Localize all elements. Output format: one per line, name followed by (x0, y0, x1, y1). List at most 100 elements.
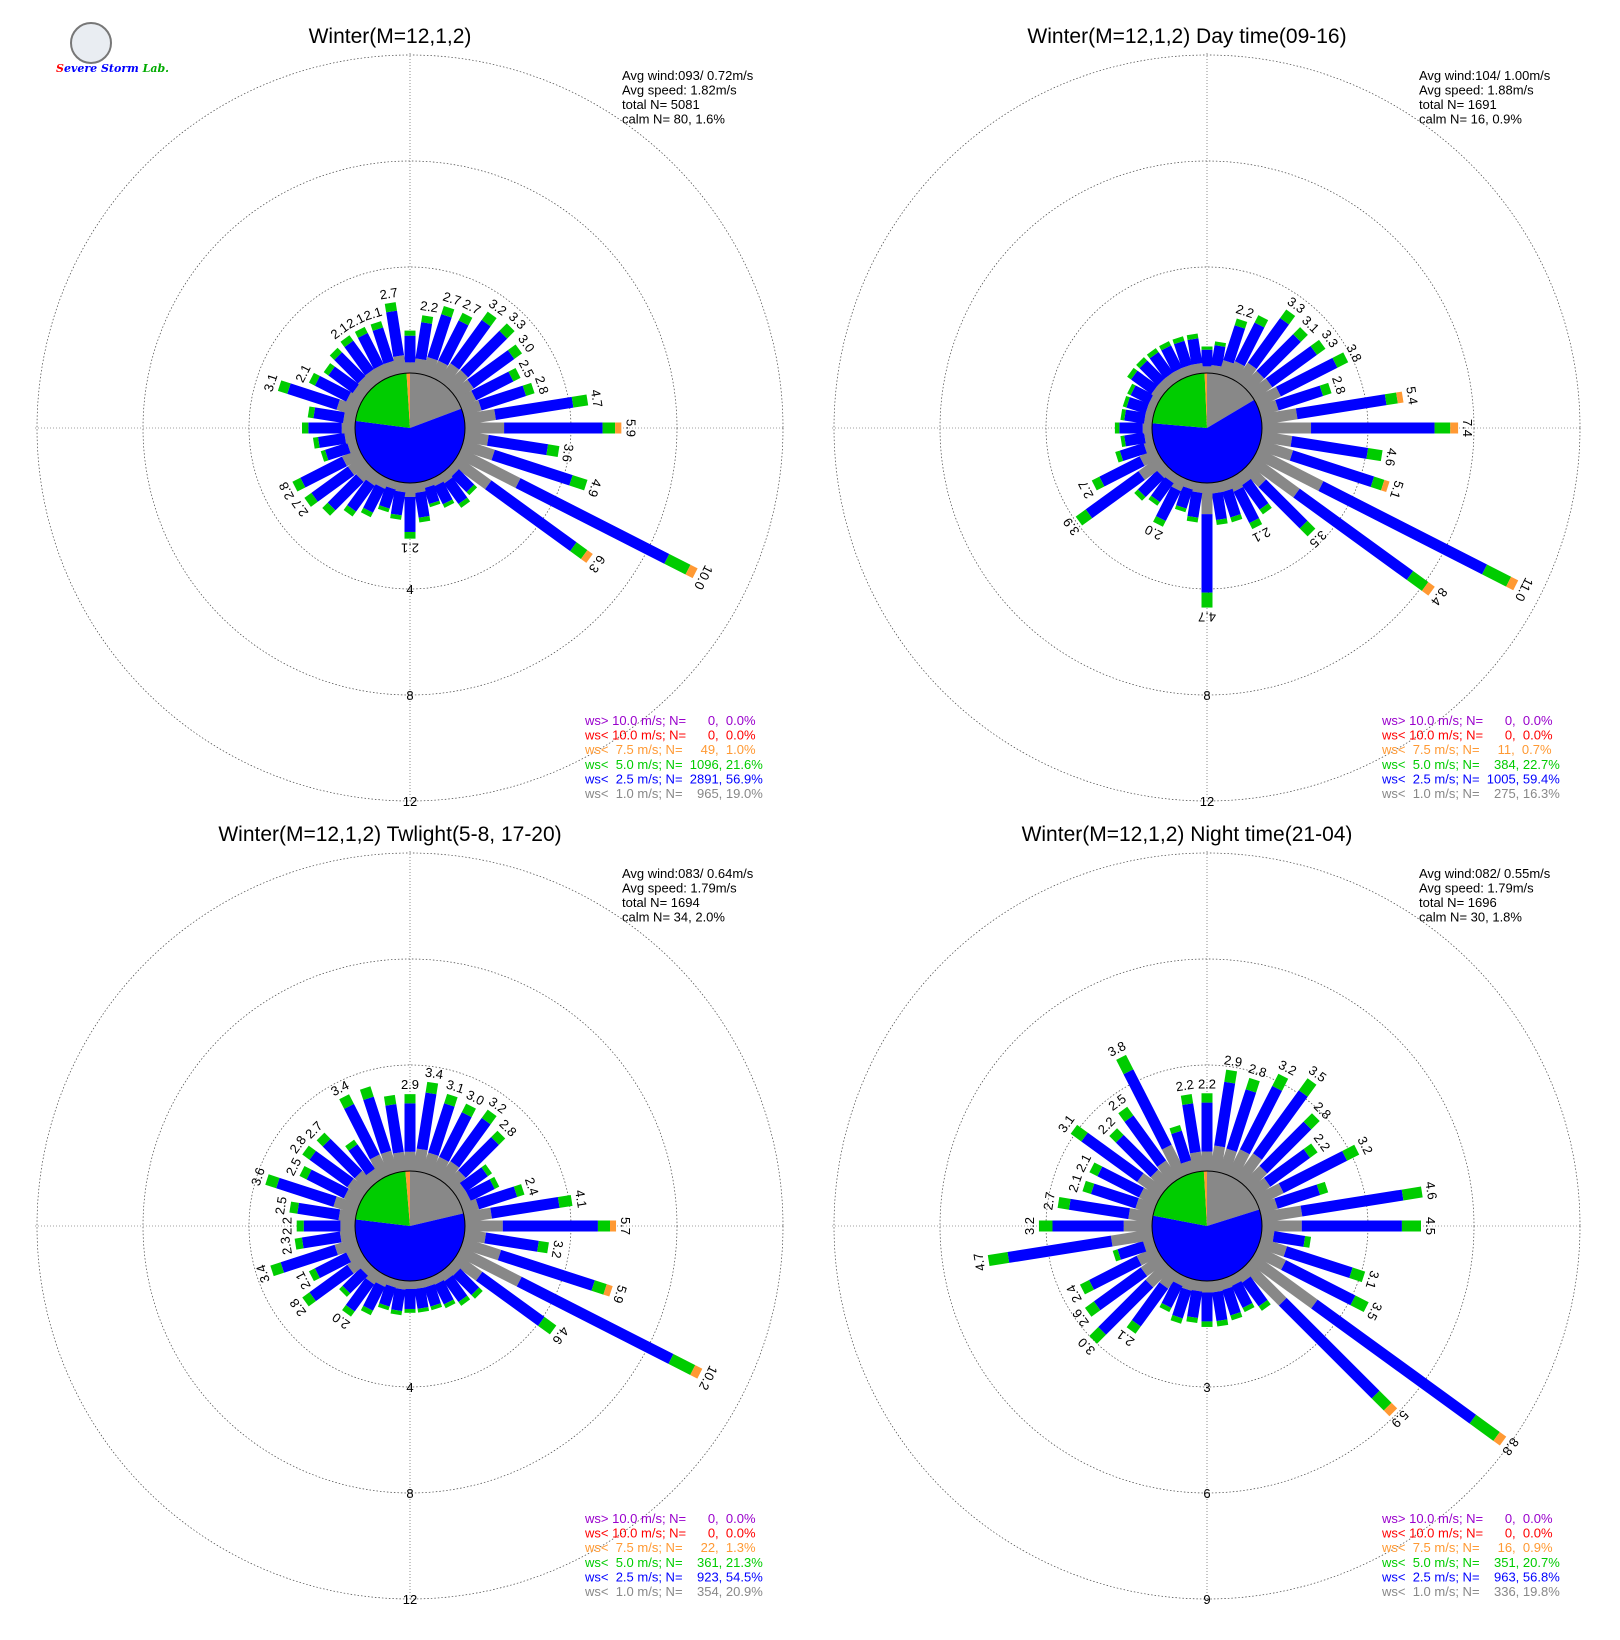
bar-segment (1234, 318, 1248, 329)
bar-segment (343, 505, 357, 517)
bar-label: 2.2 (1175, 1077, 1195, 1095)
wind-rose-panel-2: Winter(M=12,1,2) Day time(09-16)48122.23… (832, 25, 1582, 809)
ring-label: 12 (403, 1592, 417, 1607)
range-ring (939, 160, 1475, 696)
bar-segment (345, 1139, 358, 1151)
stats-line: Avg speed: 1.82m/s (622, 83, 737, 98)
bar-segment (502, 1220, 598, 1232)
bar-segment (346, 391, 364, 408)
legend-entry: ws< 2.5 m/s; N= 2891, 56.9% (584, 771, 763, 786)
bar-segment (360, 1305, 373, 1316)
bar-segment (1214, 341, 1227, 347)
direction-bar: 3.2 (1253, 1134, 1376, 1206)
bar-segment (458, 497, 471, 508)
bar-segment (302, 422, 309, 434)
ring-label: 12 (403, 794, 417, 809)
bar-segment (355, 463, 375, 483)
bar-segment (1248, 378, 1273, 401)
direction-bar: 2.7 (289, 455, 369, 520)
bar-label: 3.2 (1022, 1217, 1037, 1235)
bar-segment (322, 1138, 363, 1179)
legend-entry: ws< 7.5 m/s; N= 16, 0.9% (1381, 1540, 1553, 1555)
bar-segment (280, 1244, 338, 1273)
bar-segment (1241, 1276, 1268, 1307)
calm-pie-slice (1204, 373, 1207, 428)
bar-segment (390, 490, 406, 516)
bar-label: 2.1 (292, 362, 314, 385)
direction-bar: 2.7 (302, 1118, 375, 1191)
bar-segment (1186, 516, 1199, 523)
bar-segment (1170, 1315, 1183, 1324)
bar-segment (347, 1253, 369, 1274)
ring-label: 8 (406, 688, 413, 703)
bar-segment (481, 1109, 497, 1125)
bar-segment (342, 1268, 368, 1294)
direction-bar: 2.1 (1065, 1172, 1157, 1215)
calm-pie-slice (406, 373, 410, 428)
legend-entry: ws< 10.0 m/s; N= 0, 0.0% (1381, 1526, 1553, 1541)
bar-label: 2.7 (460, 296, 483, 318)
direction-bar: 2.2 (1198, 1076, 1216, 1171)
bar-segment (464, 422, 505, 434)
bar-segment (294, 1237, 304, 1250)
bar-segment (1366, 447, 1383, 462)
bar-segment (347, 455, 369, 476)
bar-segment (1263, 1149, 1311, 1187)
direction-bar: 2.1 (401, 483, 419, 556)
bar-segment (1349, 1267, 1366, 1283)
bar-segment (481, 311, 497, 327)
calm-pie-slice (1151, 1209, 1262, 1281)
direction-bar (343, 469, 383, 517)
range-ring (36, 852, 784, 1600)
stats-line: Avg speed: 1.88m/s (1419, 83, 1534, 98)
bar-segment (1191, 363, 1204, 375)
bar-segment (306, 1169, 349, 1199)
bar-segment (507, 344, 523, 359)
bar-segment (1191, 1279, 1204, 1292)
bar-segment (365, 369, 383, 387)
direction-bar: 3.5 (1253, 1246, 1385, 1323)
bar-segment (1173, 340, 1193, 368)
bar-segment (1126, 397, 1149, 414)
bar-segment (460, 1237, 502, 1261)
bar-segment (1115, 1134, 1159, 1178)
chart-title: Winter(M=12,1,2) Twlight(5-8, 17-20) (218, 823, 561, 846)
bar-segment (1216, 518, 1228, 526)
direction-bar: 2.5 (283, 1155, 364, 1206)
bar-segment (1370, 476, 1385, 491)
direction-bar: 3.2 (1227, 1057, 1299, 1180)
stats-line: calm N= 16, 0.9% (1419, 112, 1522, 127)
bar-segment (428, 1103, 455, 1156)
bar-segment (1130, 385, 1154, 405)
bar-segment (442, 499, 455, 508)
bar-segment (478, 385, 527, 411)
direction-bar: 4.7 (1198, 483, 1216, 625)
stats-line: Avg wind:082/ 0.55m/s (1419, 866, 1551, 881)
bar-segment (1401, 1186, 1423, 1201)
calm-pie-slice (355, 1213, 466, 1282)
bar-segment (444, 1093, 458, 1107)
bar-segment (458, 1295, 471, 1306)
lab-logo-text: Severe Storm Lab. (56, 62, 169, 75)
bar-segment (490, 1197, 560, 1219)
direction-bar: 3.3 (1234, 294, 1308, 387)
direction-bar: 3.1 (1242, 313, 1322, 393)
bar-segment (1081, 1132, 1144, 1183)
bar-segment (1124, 432, 1146, 447)
ring-label: 6 (1203, 1486, 1210, 1501)
bar-segment (307, 406, 316, 419)
bar-segment (392, 1151, 407, 1173)
bar-segment (344, 1103, 380, 1160)
bar-segment (303, 1220, 341, 1232)
ring-label: 9 (1203, 1592, 1210, 1607)
ring-label: 8 (406, 1486, 413, 1501)
bar-segment (491, 1130, 506, 1145)
direction-bar: 4.1 (463, 1189, 590, 1223)
bar-segment (1342, 1144, 1360, 1161)
bar-segment (1381, 479, 1390, 492)
bar-segment (1396, 391, 1404, 404)
direction-bar: 3.0 (430, 1087, 487, 1180)
chart-title: Winter(M=12,1,2) Night time(21-04) (1022, 823, 1353, 846)
direction-bar: 3.8 (1253, 342, 1365, 408)
bar-segment (377, 505, 390, 513)
